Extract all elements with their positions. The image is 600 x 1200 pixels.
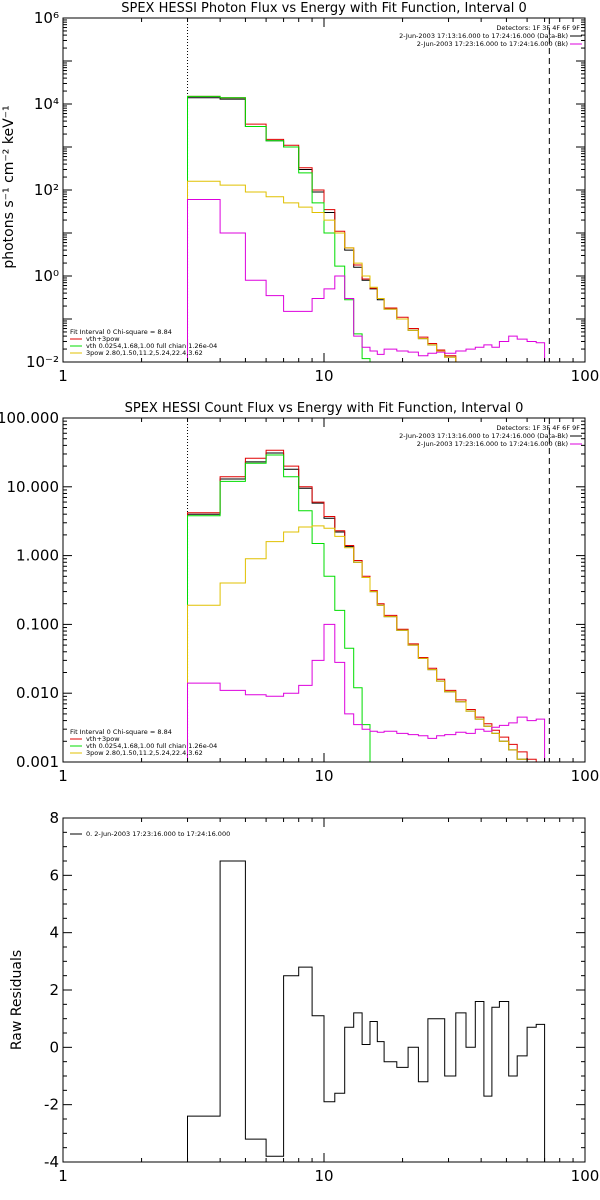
series-line-0 [187,860,546,1162]
y-axis-label: photons s⁻¹ cm⁻² keV⁻¹ [1,105,17,268]
vertical-reference-lines [187,418,550,762]
legend-vth-3pow: vth+3pow [86,735,120,743]
y-tick-label: 0.100 [16,615,59,633]
vertical-reference-lines [187,18,550,362]
y-tick-label: -4 [44,1153,59,1171]
series-line-2 [187,454,378,762]
legend-3pow: 3pow 2.80,1.50,11.2,5.24,22.4,3.62 [86,749,203,757]
legend-bottom-left: Fit Interval 0 Chi-square = 8.84 vth+3po… [70,328,217,357]
series-group [187,449,553,762]
y-tick-label: 10⁶ [34,9,59,27]
tick-group: 1 10 100 -4 -2 0 2 4 6 8 [44,809,599,1185]
series-line-4 [187,199,546,362]
x-tick-label: 100 [571,767,600,785]
series-line-1 [187,95,546,362]
x-tick-label: 1 [58,367,68,385]
y-tick-label: 0.001 [16,753,59,771]
plot-frame [62,417,586,763]
x-tick-label: 10 [314,367,333,385]
y-tick-label: 0.010 [16,684,59,702]
tick-group: 1 10 100 10⁻² 10⁰ 10² 10⁴ 10⁶ [26,9,599,385]
legend-vth: vth 0.0254,1.68,1.00 full chian 1.26e-04 [86,342,217,350]
legend-top-right: Detectors: 1F 3F 4F 6F 9F 2-Jun-2003 17:… [399,24,582,48]
count-flux-panel: SPEX HESSI Count Flux vs Energy with Fit… [0,401,599,785]
y-tick-label: 4 [49,924,59,942]
panel-title: SPEX HESSI Count Flux vs Energy with Fit… [125,401,524,416]
legend-detectors: Detectors: 1F 3F 4F 6F 9F [496,424,580,432]
legend-bk: 2-Jun-2003 17:23:16.000 to 17:24:16.000 … [417,440,568,448]
tick-group: 1 10 100 0.001 0.010 0.100 1.000 10.000 100.000 [0,409,599,785]
series-line-4 [187,623,546,762]
x-tick-label: 10 [314,767,333,785]
y-tick-label: 6 [49,866,59,884]
legend-detectors: Detectors: 1F 3F 4F 6F 9F [496,24,580,32]
y-tick-label: 10⁴ [34,95,59,113]
legend-data-bk: 2-Jun-2003 17:13:16.000 to 17:24:16.000 … [399,32,568,40]
y-tick-label: 1.000 [16,547,59,565]
y-tick-label: 10.000 [7,478,60,496]
x-tick-label: 1 [58,1167,68,1185]
legend-residual-interval: 0. 2-Jun-2003 17:23:16.000 to 17:24:16.0… [86,830,230,838]
legend-top-left: 0. 2-Jun-2003 17:23:16.000 to 17:24:16.0… [70,830,230,838]
legend-top-right: Detectors: 1F 3F 4F 6F 9F 2-Jun-2003 17:… [399,424,582,448]
y-tick-label: 2 [49,981,59,999]
series-group [187,860,546,1162]
legend-3pow: 3pow 2.80,1.50,11.2,5.24,22.4,3.62 [86,349,203,357]
legend-vth: vth 0.0254,1.68,1.00 full chian 1.26e-04 [86,742,217,750]
series-line-3 [187,180,546,362]
legend-bk: 2-Jun-2003 17:23:16.000 to 17:24:16.000 … [417,40,568,48]
legend-fit-interval: Fit Interval 0 Chi-square = 8.84 [70,728,172,736]
x-tick-label: 10 [314,1167,333,1185]
y-tick-label: 100.000 [0,409,59,427]
series-group [187,95,546,362]
y-tick-label: 10² [34,181,59,199]
panel-title: SPEX HESSI Photon Flux vs Energy with Fi… [121,1,527,16]
legend-data-bk: 2-Jun-2003 17:13:16.000 to 17:24:16.000 … [399,432,568,440]
legend-bottom-left: Fit Interval 0 Chi-square = 8.84 vth+3po… [70,728,217,757]
series-line-3 [187,525,553,762]
residuals-panel: Raw Residuals 1 10 100 -4 -2 0 2 4 6 8 0. 2-Jun-2… [9,809,599,1185]
y-tick-label: 10⁻² [26,353,59,371]
x-tick-label: 100 [571,367,600,385]
y-tick-label: 0 [49,1038,59,1056]
plot-frame [62,817,586,1163]
y-tick-label: 8 [49,809,59,827]
legend-vth-3pow: vth+3pow [86,335,120,343]
x-tick-label: 1 [58,767,68,785]
y-tick-label: -2 [44,1096,59,1114]
y-tick-label: 10⁰ [34,267,59,285]
x-tick-label: 100 [571,1167,600,1185]
y-axis-label: Raw Residuals [9,950,25,1050]
legend-fit-interval: Fit Interval 0 Chi-square = 8.84 [70,328,172,336]
photon-flux-panel: SPEX HESSI Photon Flux vs Energy with Fi… [1,1,599,385]
